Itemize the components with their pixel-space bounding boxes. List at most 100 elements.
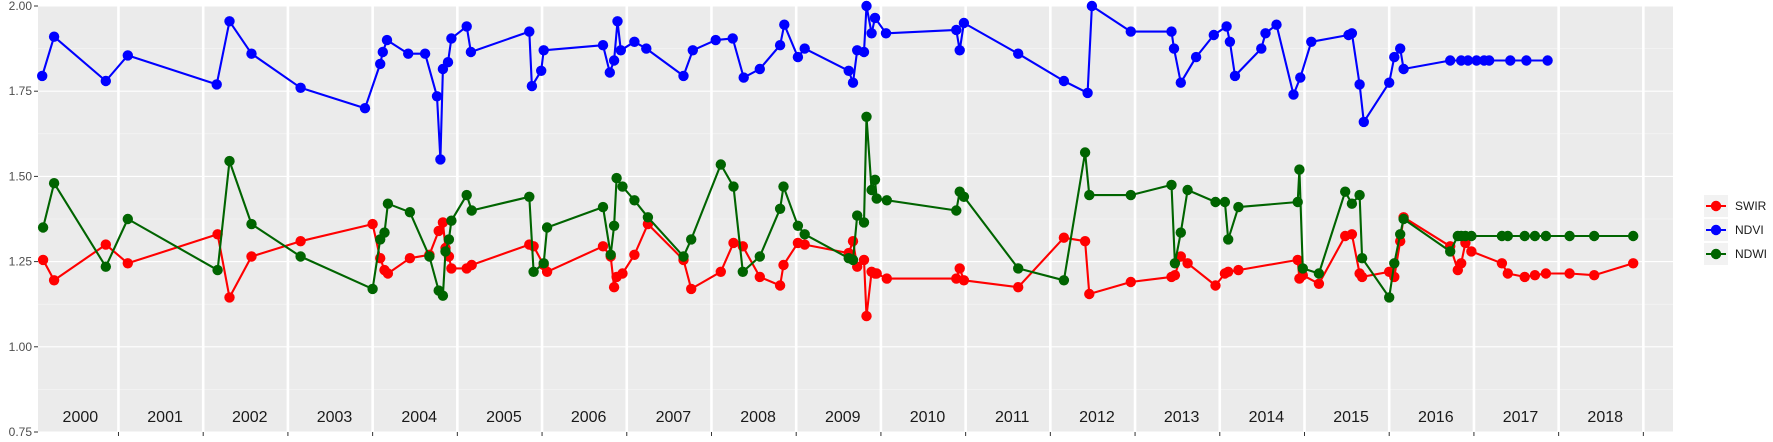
data-point-ndwi [1398,213,1409,225]
data-point-ndwi [686,234,697,245]
data-point-ndvi [1168,43,1180,54]
data-point-ndwi [754,251,765,262]
data-point-swir [597,241,609,252]
data-point-ndvi [465,46,477,58]
data-point-ndwi [1346,198,1358,209]
data-point-ndwi [367,283,378,295]
data-point-ndwi [1589,230,1600,242]
year-label: 2006 [571,409,607,426]
data-point-ndvi [1190,51,1202,63]
data-point-ndvi [246,48,257,59]
data-point-ndvi [847,77,859,88]
year-label: 2002 [232,409,268,426]
year-label: 2016 [1418,409,1454,426]
data-point-ndwi [379,227,390,238]
year-label: 2008 [740,409,776,426]
data-point-ndwi [1389,258,1400,269]
data-point-ndvi [678,70,689,82]
x-axis [117,432,1644,436]
data-point-ndwi [608,220,620,231]
year-label: 2001 [147,409,183,426]
data-point-ndvi [381,34,393,46]
data-point-ndwi [866,184,877,196]
data-point-ndvi [641,43,652,54]
y-tick-label: 1.50 [9,169,33,183]
data-point-ndwi [1395,229,1406,240]
data-point-ndwi [728,181,739,192]
data-point-swir [617,268,628,279]
data-point-swir [847,236,859,247]
data-point-ndvi [843,65,854,77]
data-point-ndvi [1505,55,1516,66]
data-point-ndwi [1219,196,1231,208]
data-point-ndwi [461,189,472,201]
data-point-swir [1519,271,1530,283]
data-point-swir [466,259,477,271]
data-point-ndwi [1125,189,1137,201]
data-point-ndvi [792,51,804,63]
data-point-ndwi [1502,230,1514,242]
year-label: 2010 [910,409,946,426]
data-point-ndvi [1058,75,1070,87]
y-tick-label: 0.75 [9,425,33,439]
data-point-swir [629,249,640,260]
data-point-swir [48,275,60,286]
data-point-swir [1564,268,1575,279]
data-point-ndvi [375,58,386,70]
data-point-ndwi [881,195,892,206]
data-point-ndvi [1221,21,1232,32]
data-point-ndvi [1358,116,1370,128]
data-point-swir [382,268,394,279]
data-point-ndvi [687,45,698,56]
data-point-ndwi [1169,258,1181,269]
data-point-ndvi [1521,55,1532,66]
data-point-ndwi [858,217,870,228]
y-tick-label: 1.25 [9,255,33,269]
data-point-ndwi [1519,230,1530,242]
data-point-ndvi [1175,77,1187,88]
data-point-ndwi [611,172,622,184]
data-point-ndwi [799,229,810,240]
data-point-ndwi [737,266,748,277]
data-point-ndvi [774,40,786,51]
data-point-ndvi [359,103,371,114]
data-point-ndwi [1340,186,1351,197]
data-point-swir [295,236,306,247]
data-point-ndvi [100,75,112,87]
data-point-ndwi [404,207,416,218]
data-point-ndvi [597,40,609,51]
data-point-ndvi [442,57,454,68]
data-point-swir [778,259,789,271]
data-point-ndwi [541,222,553,233]
data-point-swir [1079,236,1091,247]
data-point-ndvi [1295,72,1306,83]
data-point-ndwi [1182,184,1193,196]
data-point-ndwi [951,205,962,216]
data-point-ndvi [1086,0,1098,12]
data-point-swir [1496,258,1508,269]
data-point-ndwi [1175,227,1187,238]
data-point-swir [774,280,786,291]
data-point-ndwi [437,290,449,301]
data-point-ndwi [1564,230,1575,242]
data-point-ndvi [710,34,721,46]
data-point-ndvi [954,45,965,56]
data-point-swir [1175,251,1187,262]
data-point-ndvi [1288,89,1299,100]
data-point-swir [367,218,378,230]
data-point-swir [1223,266,1234,277]
year-label: 2011 [995,409,1030,426]
data-point-swir [433,225,444,237]
year-label: 2000 [63,409,99,426]
year-label: 2013 [1164,409,1200,426]
data-point-ndwi [958,191,970,202]
data-point-ndwi [1084,189,1095,201]
data-point-ndwi [246,218,257,230]
year-labels: 2000 2001 2002 2003 2004 2005 2006 2007 2008 2009… [63,409,1624,426]
year-label: 2009 [825,409,861,426]
data-point-swir [437,217,449,228]
data-point-ndvi [1208,29,1220,41]
legend-marker-ndvi [1710,224,1722,236]
data-point-ndvi [1229,70,1241,82]
